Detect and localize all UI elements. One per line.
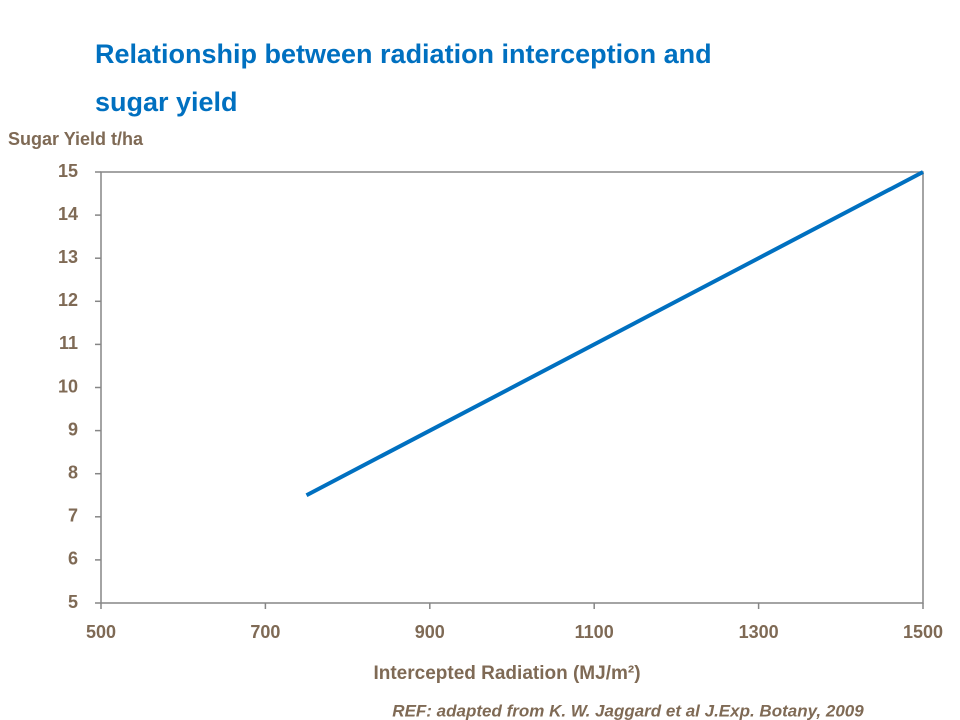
y-tick-label: 5 — [68, 592, 78, 612]
y-tick-label: 12 — [58, 290, 78, 310]
series-line — [305, 170, 924, 498]
x-tick-label: 1300 — [739, 622, 779, 642]
y-tick-label: 8 — [68, 462, 78, 482]
y-tick-label: 11 — [59, 333, 78, 353]
chart-title: Relationship between radiation intercept… — [95, 39, 712, 117]
reference-note: REF: adapted from K. W. Jaggard et al J.… — [392, 701, 864, 720]
y-tick-label: 13 — [58, 247, 78, 267]
x-tick-label: 1100 — [575, 622, 614, 642]
y-tick-label: 9 — [68, 419, 78, 439]
y-tick-label: 15 — [58, 161, 78, 181]
y-tick-label: 10 — [58, 376, 78, 396]
y-axis-label: Sugar Yield t/ha — [8, 129, 144, 149]
x-tick-label: 500 — [86, 622, 116, 642]
y-tick-label: 7 — [68, 506, 78, 526]
x-tick-label: 700 — [250, 622, 280, 642]
x-tick-label: 900 — [415, 622, 445, 642]
x-axis-label: Intercepted Radiation (MJ/m²) — [373, 663, 640, 684]
y-tick-label: 14 — [58, 204, 78, 224]
y-tick-label: 6 — [68, 549, 78, 569]
x-tick-label: 1500 — [903, 622, 943, 642]
